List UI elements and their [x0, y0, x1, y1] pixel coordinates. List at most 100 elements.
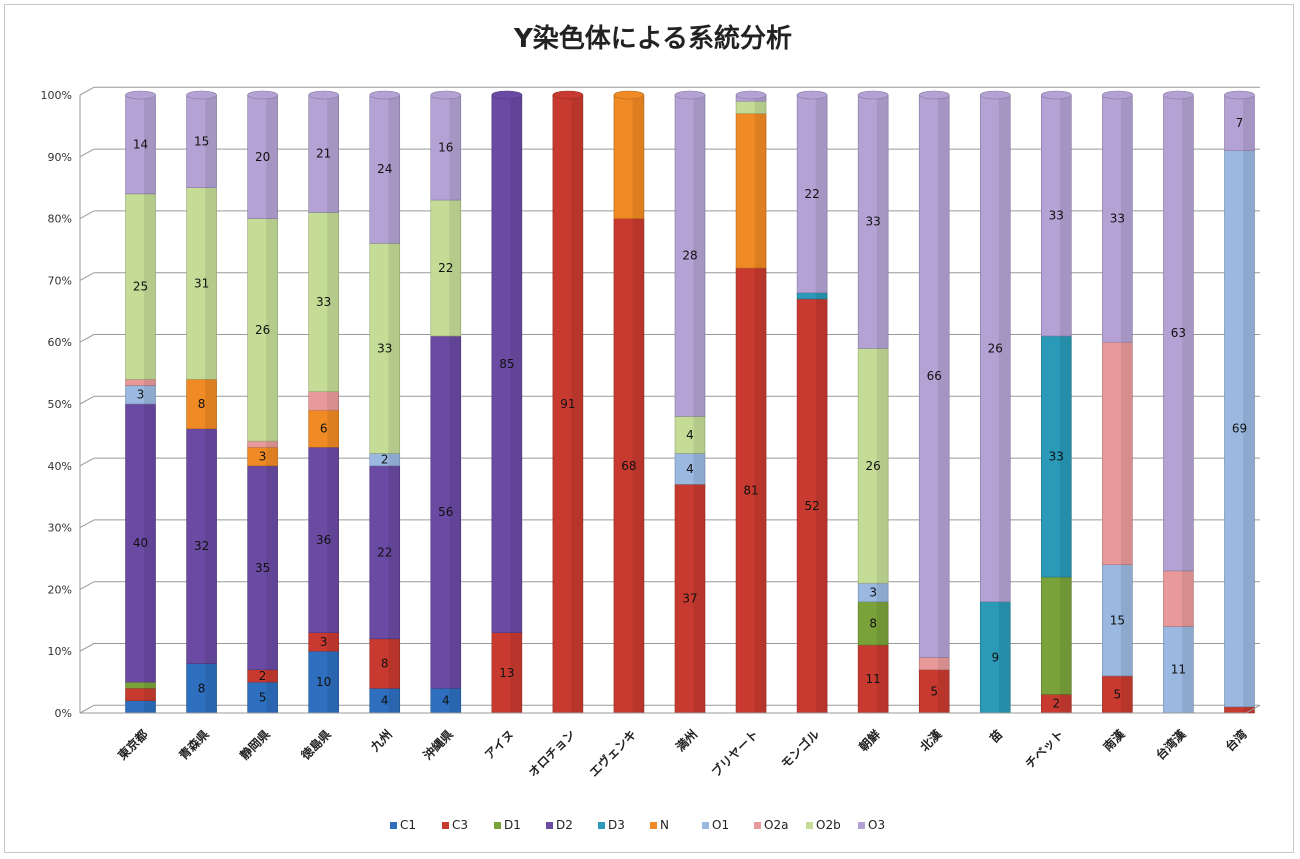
data-label: 81: [743, 484, 758, 498]
data-label: 85: [499, 357, 514, 371]
legend-label: D2: [556, 818, 573, 832]
bar-top-cap: [1041, 90, 1072, 100]
y-tick-label: 40%: [48, 460, 72, 473]
legend-swatch: [650, 822, 657, 829]
bar-segment-shade: [1120, 564, 1133, 676]
data-label: 24: [377, 162, 392, 176]
legend-item: N: [650, 818, 669, 832]
legend-label: N: [660, 818, 669, 832]
bar-stack: 8 32 8 31 15: [186, 90, 217, 714]
bar-segment-shade: [876, 645, 889, 713]
legend-item: D2: [546, 818, 573, 832]
bar-segment-shade: [327, 447, 339, 633]
bar-segment: [247, 465, 278, 671]
bar-segment-shade: [1059, 336, 1072, 578]
legend-swatch: [598, 822, 605, 829]
bar-segment: [430, 94, 462, 201]
bar-segment-shade: [327, 651, 339, 713]
bar-segment-shade: [1243, 150, 1255, 707]
bar-segment: [1041, 94, 1072, 337]
y-tick-label: 50%: [48, 398, 72, 411]
bar-stack: 81: [735, 90, 767, 714]
data-label: 16: [438, 141, 453, 155]
bar-segment-shade: [510, 632, 522, 713]
bar-segment-shade: [144, 404, 156, 683]
bar-segment: [1041, 335, 1072, 578]
bar-segment-shade: [693, 95, 705, 417]
bar-segment-shade: [449, 688, 461, 713]
data-label: 15: [194, 134, 209, 148]
bar-segment-shade: [144, 193, 156, 380]
bar-segment-shade: [1182, 626, 1194, 713]
bar-segment-shade: [632, 218, 644, 713]
legend-label: O3: [868, 818, 885, 832]
bar-segment-shade: [571, 95, 583, 713]
bar-segment-shade: [449, 336, 461, 689]
bar-segment-shade: [693, 416, 705, 454]
bar-segment: [613, 218, 645, 714]
bar-segment-shade: [205, 428, 217, 664]
x-tick-label: 青森県: [176, 727, 212, 763]
data-label: 8: [869, 616, 877, 630]
legend-label: D1: [504, 818, 521, 832]
bar-stack: 9 26: [979, 90, 1011, 714]
bar-segment-shade: [754, 268, 767, 713]
bar-segment: [1041, 576, 1072, 695]
data-label: 52: [804, 499, 819, 513]
bar-segment: [186, 378, 217, 430]
data-label: 7: [1236, 116, 1244, 130]
bar-segment-shade: [1120, 95, 1133, 343]
bar-segment: [369, 638, 401, 689]
bar-segment-shade: [388, 243, 400, 454]
legend-swatch: [858, 822, 865, 829]
bar-segment: [369, 687, 401, 714]
bar-segment: [186, 187, 217, 380]
data-label: 6: [320, 422, 328, 436]
data-label: 9: [991, 650, 999, 664]
x-tick-label: 朝鮮: [856, 727, 884, 755]
bar-segment-shade: [144, 682, 156, 689]
legend-swatch: [702, 822, 709, 829]
data-label: 91: [560, 397, 575, 411]
chart-frame: Y染色体による系統分析 0% 10% 20% 30% 40% 50% 60% 70% 80% 90…: [4, 4, 1294, 853]
data-label: 37: [682, 592, 697, 606]
bar-segment: [1102, 564, 1133, 677]
data-label: 5: [1114, 687, 1122, 701]
gridline-depth: [79, 272, 95, 281]
bar-segment: [979, 94, 1011, 603]
gridline-depth: [79, 148, 95, 158]
y-tick-label: 80%: [48, 213, 72, 226]
legend-swatch: [806, 822, 813, 829]
bar-segment-shade: [876, 583, 889, 602]
data-label: 22: [438, 261, 453, 275]
data-label: 35: [255, 561, 270, 575]
x-tick-label: オロチョン: [526, 727, 578, 779]
gridline-depth: [79, 643, 95, 652]
bar-segment: [186, 663, 217, 714]
data-label: 21: [316, 147, 331, 161]
bar-segment: [369, 94, 401, 244]
data-label: 32: [194, 539, 209, 553]
bar-segment: [430, 199, 462, 337]
bar-segment: [125, 94, 156, 195]
bar-segment: [247, 681, 278, 714]
bar-top-cap: [857, 90, 889, 100]
data-label: 2: [381, 453, 389, 467]
y-tick-label: 90%: [48, 151, 72, 164]
bar-segment-shade: [937, 669, 950, 713]
bar-segment: [613, 94, 645, 219]
bar-segment-shade: [266, 682, 278, 713]
data-label: 3: [869, 585, 877, 599]
data-label: 8: [381, 657, 389, 671]
gridline-depth: [79, 86, 95, 96]
legend-swatch: [390, 822, 397, 829]
data-label: 13: [499, 666, 514, 680]
bar-top-cap: [674, 90, 706, 100]
data-label: 66: [927, 369, 942, 383]
bar-segment-shade: [815, 95, 828, 293]
bar-segment: [1102, 675, 1133, 714]
legend-swatch: [442, 822, 449, 829]
data-label: 11: [866, 672, 881, 686]
bar-segment: [247, 218, 278, 442]
bar-top-cap: [1224, 90, 1255, 100]
